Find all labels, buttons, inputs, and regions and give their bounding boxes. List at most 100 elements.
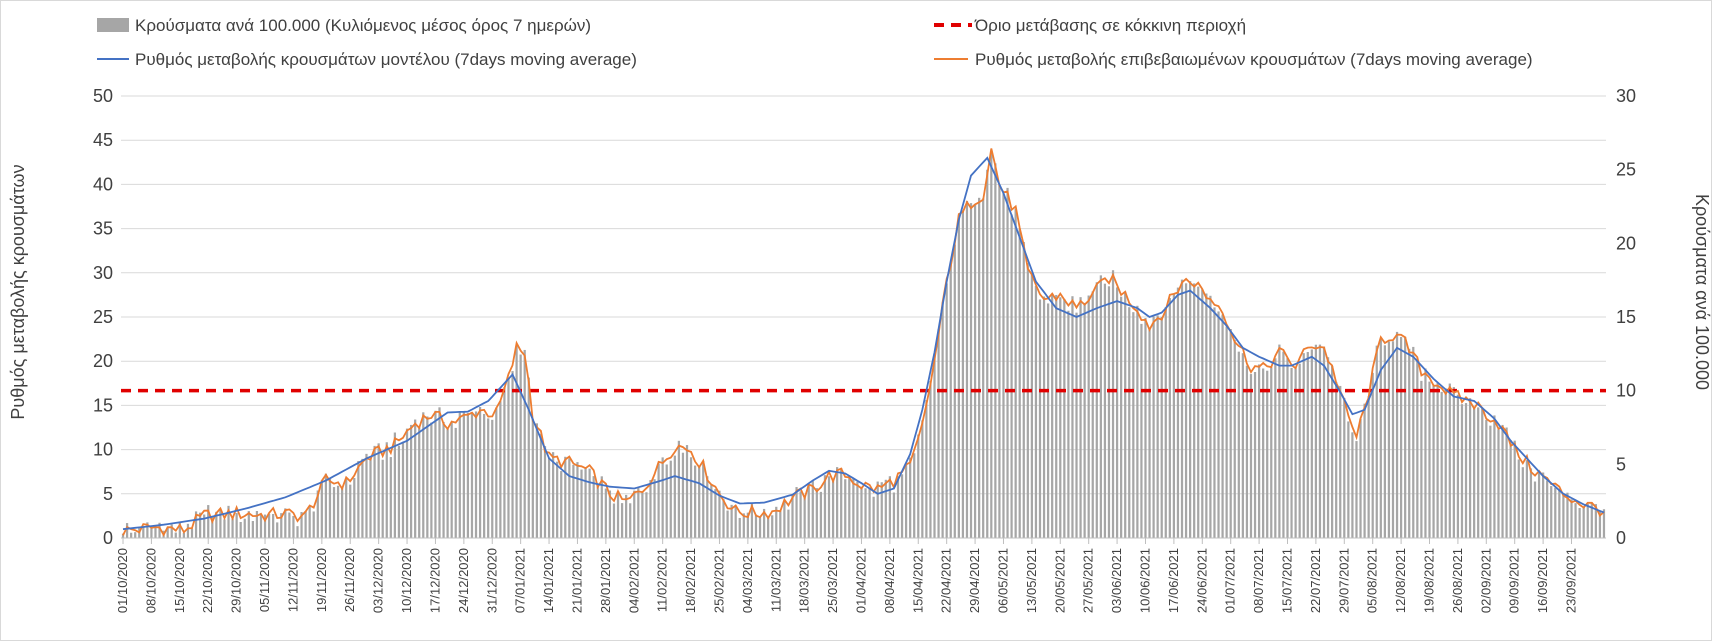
bar [694,465,697,538]
bar [1205,293,1208,538]
bar [539,433,543,538]
y-left-tick-label: 15 [93,395,113,415]
x-tick-label: 18/02/2021 [683,548,698,613]
bar [767,515,770,538]
bar [483,413,486,538]
bar [1233,339,1236,538]
x-tick-label: 03/12/2020 [371,548,386,613]
bar [1554,487,1557,538]
bar [1018,228,1021,538]
bar [1586,503,1589,538]
bar [844,479,847,538]
x-tick-label: 11/02/2021 [655,548,670,612]
bar [1111,270,1115,538]
bar [645,492,648,538]
bar [1294,368,1297,538]
bar [689,457,693,538]
x-tick-label: 10/06/2021 [1137,548,1152,613]
bar [251,521,254,538]
bar [357,461,360,538]
bar [657,463,660,538]
bar [267,513,271,538]
bar [933,353,936,538]
bar [1379,338,1382,538]
bar [1221,314,1224,538]
bar [1002,192,1005,538]
bar [1537,471,1541,538]
bar [710,485,713,538]
bar [1444,388,1447,538]
bar [401,441,405,538]
bar [994,163,997,538]
bar [1217,311,1220,538]
bar [1213,307,1216,538]
x-tick-label: 17/12/2020 [427,548,442,613]
bar [921,420,924,538]
bar [588,468,591,538]
x-tick-label: 28/01/2021 [598,548,613,613]
bar [1063,298,1066,538]
bar [292,515,295,538]
bar [1310,349,1313,538]
bar [519,354,522,538]
bar [332,487,336,538]
x-tick-label: 02/09/2021 [1478,548,1493,613]
bar [1501,424,1504,538]
bar [389,457,392,538]
bar [304,511,307,538]
bar [576,462,579,538]
bar [535,423,538,538]
bar [661,457,664,538]
bar [1371,372,1374,538]
bar [328,478,332,538]
bar [819,491,823,538]
bar [1087,295,1090,538]
bar [219,509,222,538]
bar [965,200,969,538]
bar [1533,481,1537,538]
bar [677,440,681,538]
x-tick-label: 09/09/2021 [1507,548,1522,613]
x-tick-label: 31/12/2020 [484,548,499,613]
y-right-tick-label: 30 [1616,86,1636,106]
bar [1339,385,1342,538]
x-tick-label: 27/05/2021 [1081,548,1096,613]
bar [507,377,510,538]
bar [929,381,932,538]
bar [320,480,323,538]
bar [1428,381,1431,538]
bar [1249,374,1253,538]
bar [1209,295,1212,538]
bar [1509,439,1512,538]
bar [1602,509,1606,538]
x-tick-label: 08/10/2020 [143,548,158,613]
legend-confirmed-label: Ρυθμός μεταβολής επιβεβαιωμένων κρουσμάτ… [975,50,1533,69]
bar [1306,352,1309,538]
bar [986,169,989,538]
bar [450,421,453,538]
bar [397,445,401,538]
bar [495,407,498,538]
bar [1363,403,1366,538]
bar [166,526,169,538]
x-tick-label: 24/06/2021 [1194,548,1209,613]
bar [1026,262,1029,538]
bar [1140,323,1143,538]
bar [182,532,186,538]
x-tick-label: 13/05/2021 [1024,548,1039,613]
bar [458,412,461,538]
bar [900,474,904,538]
bar [1038,299,1042,538]
bar [365,453,368,538]
y-right-tick-label: 10 [1616,381,1636,401]
bar [547,457,551,538]
bar [1550,486,1553,538]
x-tick-label: 04/02/2021 [626,548,641,613]
bar [422,412,425,538]
bar [186,523,190,538]
bar [1412,346,1415,538]
bar [1286,357,1289,538]
bar [1448,383,1451,538]
bar [1416,358,1419,538]
bar [1529,468,1533,538]
